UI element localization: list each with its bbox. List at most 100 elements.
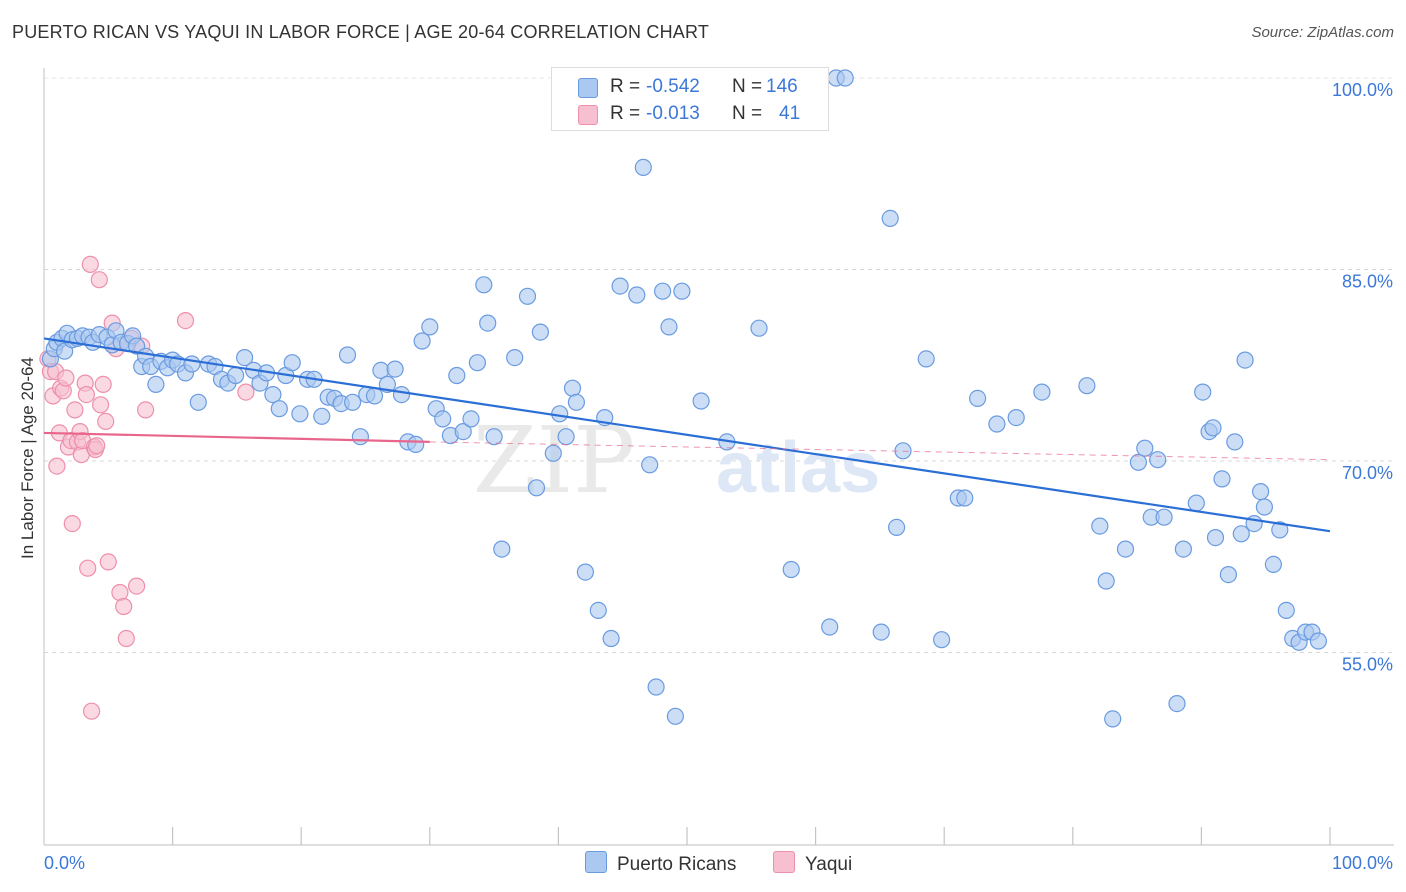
correlation-legend: R = -0.542 N = 146 R = -0.013 N = 41 xyxy=(551,67,829,131)
point-puerto-rican xyxy=(518,287,537,305)
point-puerto-rican xyxy=(392,386,411,404)
legend-item-yaqui[interactable]: Yaqui xyxy=(773,851,852,877)
point-puerto-rican xyxy=(283,354,301,372)
point-puerto-rican xyxy=(628,286,646,304)
chart-title: PUERTO RICAN VS YAQUI IN LABOR FORCE | A… xyxy=(12,22,710,42)
point-puerto-rican xyxy=(407,435,425,453)
point-puerto-rican xyxy=(365,387,384,405)
point-puerto-rican xyxy=(448,366,466,385)
point-puerto-rican xyxy=(544,444,562,462)
point-puerto-rican xyxy=(611,277,629,295)
point-puerto-rican xyxy=(1136,439,1154,457)
point-puerto-rican xyxy=(1129,453,1148,471)
point-puerto-rican xyxy=(462,410,480,428)
point-puerto-rican xyxy=(666,707,685,725)
point-puerto-rican xyxy=(602,629,620,648)
axis-layer xyxy=(43,68,1394,846)
legend-row-yaqui: R = -0.013 N = 41 xyxy=(552,101,828,127)
legend-swatch-pink xyxy=(578,105,598,125)
point-puerto-rican xyxy=(1033,383,1051,401)
point-puerto-rican xyxy=(821,618,839,636)
labels-layer: 55.0% 70.0% 85.0% 100.0% 0.0% 100.0% In Labor … xyxy=(18,80,1393,873)
n-label: N = xyxy=(732,103,763,124)
legend-label-yaqui: Yaqui xyxy=(805,854,853,875)
y-tick-label: 100.0% xyxy=(1332,80,1393,100)
point-puerto-rican xyxy=(1309,632,1328,650)
point-puerto-rican xyxy=(1194,383,1212,401)
point-puerto-rican xyxy=(413,332,431,350)
point-puerto-rican xyxy=(872,623,890,641)
point-puerto-rican xyxy=(485,428,503,446)
point-puerto-rican xyxy=(576,563,595,581)
point-puerto-rican xyxy=(563,379,582,397)
point-puerto-rican xyxy=(782,560,800,579)
point-puerto-rican xyxy=(227,366,245,385)
point-puerto-rican xyxy=(270,400,288,418)
point-yaqui xyxy=(97,412,115,430)
legend-swatch-blue xyxy=(585,851,607,873)
point-yaqui xyxy=(94,375,112,393)
point-puerto-rican xyxy=(1251,483,1270,501)
point-yaqui xyxy=(81,255,99,273)
point-puerto-rican xyxy=(338,346,357,364)
point-puerto-rican xyxy=(1168,694,1186,713)
point-puerto-rican xyxy=(313,407,331,425)
point-puerto-rican xyxy=(673,282,691,300)
point-yaqui xyxy=(88,437,106,455)
y-tick-label: 70.0% xyxy=(1342,463,1393,483)
point-yaqui xyxy=(176,312,195,330)
point-yaqui xyxy=(99,553,117,571)
point-puerto-rican xyxy=(1213,470,1231,488)
point-puerto-rican xyxy=(750,319,768,337)
point-puerto-rican xyxy=(386,360,404,378)
point-puerto-rican xyxy=(1097,572,1115,590)
point-yaqui xyxy=(48,457,66,475)
point-puerto-rican xyxy=(1078,377,1096,395)
points-layer xyxy=(39,69,1328,728)
point-yaqui xyxy=(128,577,146,595)
point-puerto-rican xyxy=(1104,710,1122,728)
r-value: -0.013 xyxy=(646,103,700,124)
point-puerto-rican xyxy=(557,428,575,446)
point-puerto-rican xyxy=(189,393,207,411)
y-axis-label: In Labor Force | Age 20-64 xyxy=(18,357,37,559)
point-yaqui xyxy=(79,559,97,577)
point-puerto-rican xyxy=(1226,433,1244,451)
point-yaqui xyxy=(117,629,135,648)
trendline-puerto-ricans xyxy=(43,337,1331,533)
point-yaqui xyxy=(115,597,133,616)
point-puerto-rican xyxy=(932,631,951,649)
point-puerto-rican xyxy=(475,276,493,294)
point-puerto-rican xyxy=(988,415,1006,433)
legend-swatch-pink xyxy=(773,851,795,873)
point-puerto-rican xyxy=(1277,601,1295,620)
point-yaqui xyxy=(63,514,81,533)
point-puerto-rican xyxy=(836,69,854,87)
point-puerto-rican xyxy=(1155,508,1173,526)
point-puerto-rican xyxy=(531,323,550,341)
point-puerto-rican xyxy=(1219,565,1238,584)
point-puerto-rican xyxy=(264,386,282,404)
point-puerto-rican xyxy=(1264,555,1283,574)
trend-layer xyxy=(43,337,1331,533)
legend-item-puerto-ricans[interactable]: Puerto Ricans xyxy=(585,851,736,877)
point-yaqui xyxy=(237,383,255,401)
point-puerto-rican xyxy=(1187,494,1205,512)
legend-swatch-blue xyxy=(578,78,598,98)
point-puerto-rican xyxy=(660,318,678,336)
point-puerto-rican xyxy=(291,405,309,423)
legend-row-puerto-ricans: R = -0.542 N = 146 xyxy=(552,74,828,100)
r-label: R = xyxy=(610,103,641,124)
point-puerto-rican xyxy=(887,518,906,537)
r-value: -0.542 xyxy=(646,76,700,97)
y-tick-label: 85.0% xyxy=(1342,272,1393,292)
point-yaqui xyxy=(90,271,108,289)
point-yaqui xyxy=(137,401,155,419)
point-puerto-rican xyxy=(1204,419,1222,437)
r-label: R = xyxy=(610,76,641,97)
point-yaqui xyxy=(82,702,101,720)
point-puerto-rican xyxy=(493,540,511,558)
point-puerto-rican xyxy=(421,318,439,336)
point-puerto-rican xyxy=(589,601,607,620)
